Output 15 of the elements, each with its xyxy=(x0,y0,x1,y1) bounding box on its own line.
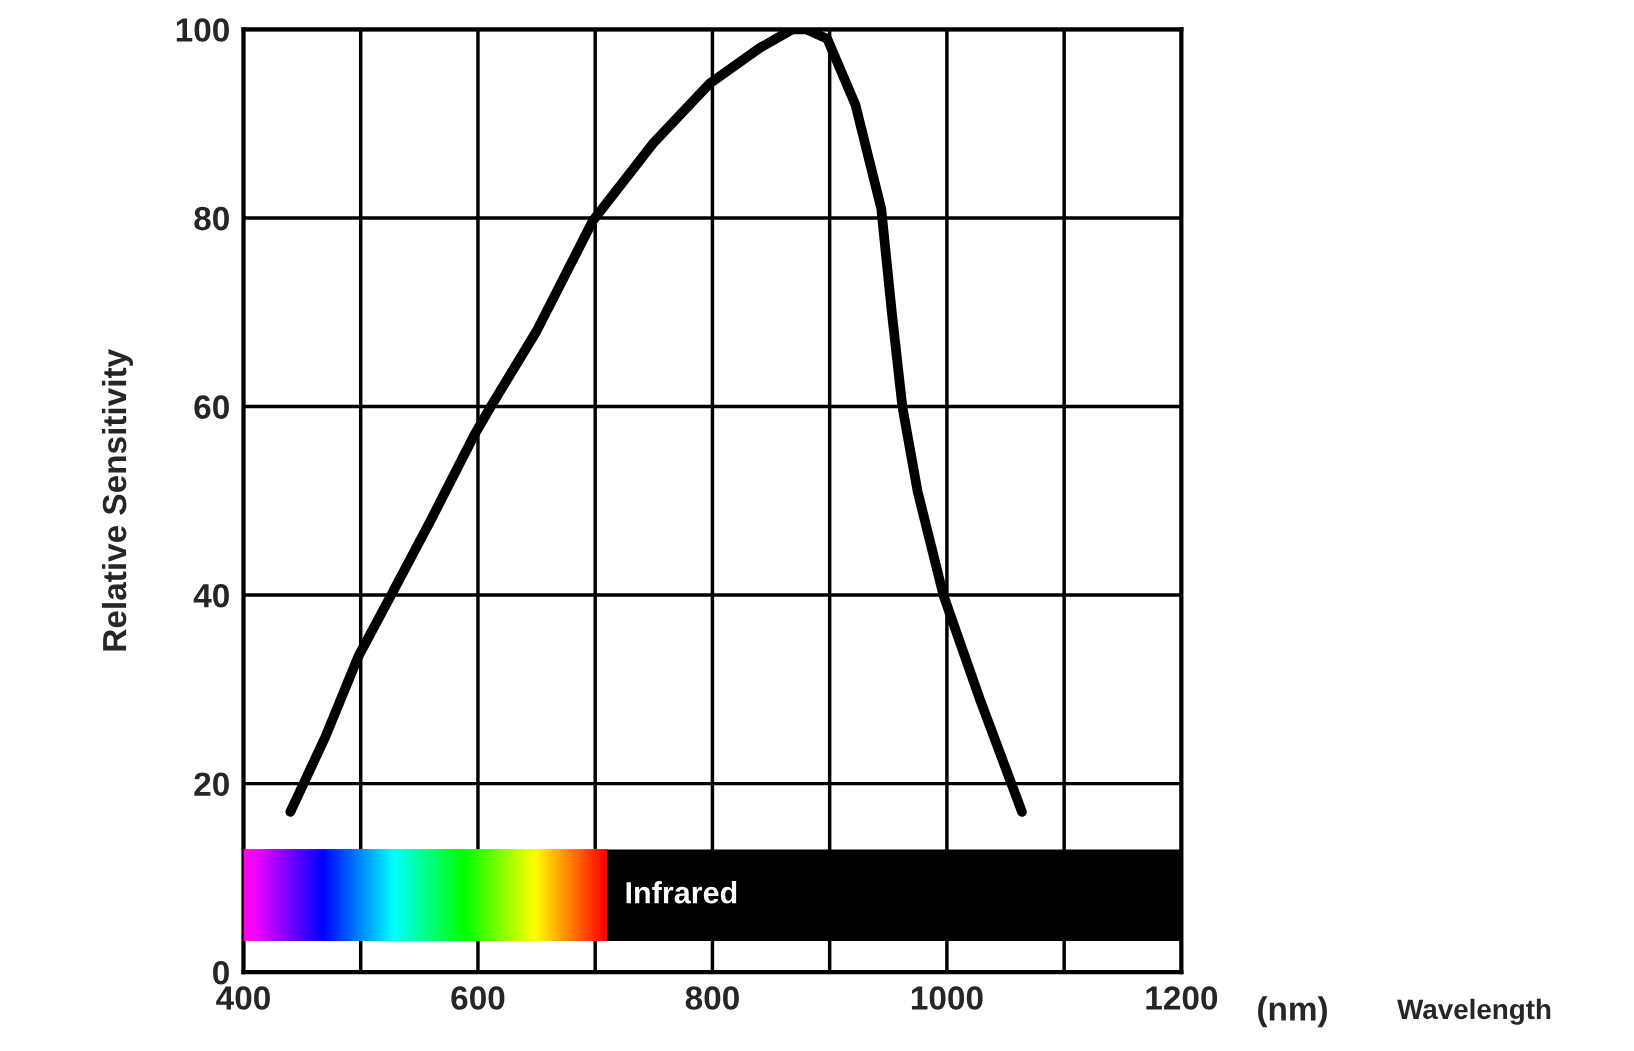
y-tick-label: 100 xyxy=(176,18,229,42)
y-tick-label: 80 xyxy=(194,206,229,231)
x-tick-label: 1200 xyxy=(1146,986,1218,1010)
y-tick-label: 0 xyxy=(213,960,229,985)
band-label: Infrared xyxy=(626,881,737,904)
text: (nm) xyxy=(1258,996,1327,1028)
x-tick-label: 600 xyxy=(451,986,505,1010)
y-tick-label: 60 xyxy=(194,395,229,419)
y-tick-label: 20 xyxy=(194,772,229,797)
y-axis-title: Relative Sensitivity xyxy=(101,349,133,651)
text: Wavelength xyxy=(1397,998,1551,1025)
x-tick-label: 800 xyxy=(685,986,739,1010)
y-tick-label: 40 xyxy=(193,583,229,608)
x-tick-label: 1000 xyxy=(911,986,983,1010)
x-tick-label: 400 xyxy=(216,986,270,1010)
